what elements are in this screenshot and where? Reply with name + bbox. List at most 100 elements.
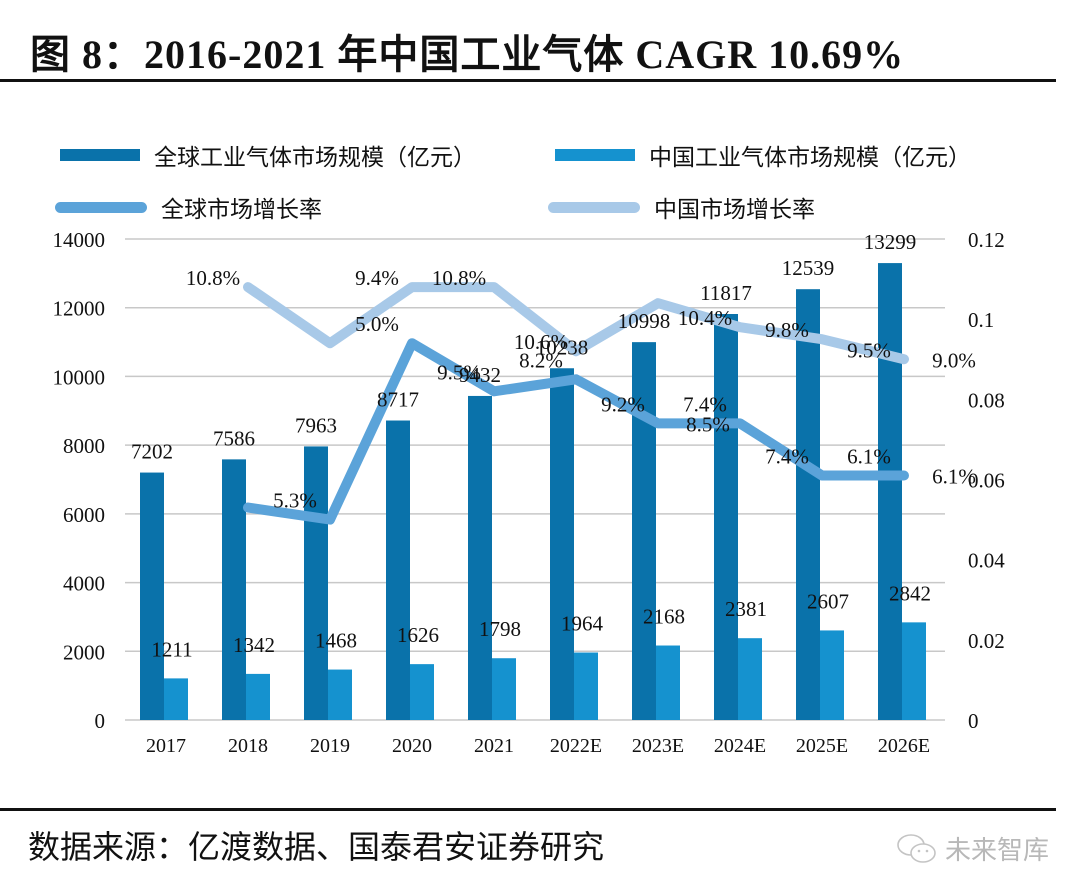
bar-china bbox=[492, 658, 516, 720]
bar-china bbox=[738, 638, 762, 720]
rate-label: 9.8% bbox=[765, 318, 809, 342]
y-left-tick-label: 12000 bbox=[53, 297, 106, 321]
bar-label-china: 2607 bbox=[807, 589, 849, 613]
left-axis-ticks: 0 2000 4000 6000 8000 10000 12000 14000 bbox=[53, 228, 106, 733]
bars bbox=[140, 263, 926, 720]
y-right-tick-label: 0.08 bbox=[968, 388, 1005, 412]
legend-label: 全球市场增长率 bbox=[161, 197, 322, 223]
bar-label-china: 1626 bbox=[397, 623, 439, 647]
rate-lines bbox=[243, 282, 909, 525]
rate-label: 5.3% bbox=[273, 489, 317, 513]
title-divider bbox=[0, 79, 1056, 82]
x-tick-label: 2022E bbox=[550, 735, 602, 757]
bar-label-global: 7586 bbox=[213, 426, 255, 450]
rate-label: 6.1% bbox=[932, 464, 976, 488]
bar-global bbox=[140, 472, 164, 720]
legend-label: 全球工业气体市场规模（亿元） bbox=[154, 145, 476, 171]
bar-global bbox=[386, 420, 410, 720]
rate-label: 9.5% bbox=[437, 360, 481, 384]
bar-global bbox=[550, 368, 574, 720]
y-left-tick-label: 2000 bbox=[63, 640, 105, 664]
footer-divider bbox=[0, 808, 1056, 811]
y-right-tick-label: 0.1 bbox=[968, 308, 994, 332]
bar-label-china: 1211 bbox=[151, 637, 192, 661]
legend-label: 中国工业气体市场规模（亿元） bbox=[649, 145, 971, 171]
bar-china bbox=[902, 622, 926, 720]
rate-label: 8.5% bbox=[686, 412, 730, 436]
x-tick-label: 2020 bbox=[392, 735, 432, 757]
y-right-tick-label: 0 bbox=[968, 709, 979, 733]
rate-label: 10.8% bbox=[432, 266, 486, 290]
legend-item-china-rate: 中国市场增长率 bbox=[548, 190, 815, 224]
rate-label: 9.2% bbox=[601, 392, 645, 416]
watermark-text: 未来智库 bbox=[945, 836, 1050, 866]
rate-label: 6.1% bbox=[847, 444, 891, 468]
bar-label-china: 2842 bbox=[889, 581, 931, 605]
bar-label-global: 10998 bbox=[618, 309, 671, 333]
legend-item-global-rate: 全球市场增长率 bbox=[55, 190, 322, 224]
y-left-tick-label: 4000 bbox=[63, 572, 105, 596]
bar-china bbox=[164, 678, 188, 720]
watermark: 未来智库 bbox=[895, 830, 1049, 867]
x-tick-label: 2018 bbox=[228, 735, 268, 757]
x-tick-label: 2017 bbox=[146, 735, 186, 757]
x-tick-label: 2026E bbox=[878, 735, 930, 757]
bar-global bbox=[878, 263, 902, 720]
data-labels: 7202 1211 7586 1342 7963 1468 8717 1626 9432 1798… bbox=[131, 230, 976, 661]
bar-label-china: 1964 bbox=[561, 612, 604, 636]
rate-label: 7.4% bbox=[683, 392, 727, 416]
line-global-rate bbox=[243, 338, 909, 525]
figure-title: 图 8：2016-2021 年中国工业气体 CAGR 10.69% bbox=[30, 32, 905, 77]
bar-label-global: 11817 bbox=[700, 281, 752, 305]
x-tick-label: 2021 bbox=[474, 735, 514, 757]
bar-china bbox=[574, 652, 598, 720]
legend-swatch-global-line bbox=[55, 201, 147, 213]
rate-label: 9.5% bbox=[847, 338, 891, 362]
bar-china bbox=[410, 664, 434, 720]
rate-label: 10.4% bbox=[678, 306, 732, 330]
bar-global bbox=[304, 446, 328, 720]
x-tick-label: 2025E bbox=[796, 735, 848, 757]
y-left-tick-label: 10000 bbox=[53, 365, 106, 389]
y-left-tick-label: 8000 bbox=[63, 434, 105, 458]
rate-label: 9.0% bbox=[932, 348, 976, 372]
bar-global bbox=[796, 289, 820, 720]
legend-label: 中国市场增长率 bbox=[654, 197, 815, 223]
legend-item-global-size: 全球工业气体市场规模（亿元） bbox=[60, 138, 476, 172]
y-right-tick-label: 0.02 bbox=[968, 629, 1005, 653]
bar-global bbox=[632, 342, 656, 720]
rate-label: 10.6% bbox=[514, 330, 568, 354]
bar-label-global: 12539 bbox=[782, 256, 835, 280]
right-axis-ticks: 0 0.02 0.04 0.06 0.08 0.1 0.12 bbox=[968, 228, 1005, 733]
rate-label: 5.0% bbox=[355, 312, 399, 336]
bar-label-global: 7963 bbox=[295, 413, 337, 437]
x-tick-label: 2023E bbox=[632, 735, 684, 757]
rate-label: 9.4% bbox=[355, 266, 399, 290]
x-axis-ticks: 2017 2018 2019 2020 2021 2022E 2023E 2024E 2025E… bbox=[146, 735, 930, 757]
rate-label: 7.4% bbox=[765, 444, 809, 468]
y-right-tick-label: 0.04 bbox=[968, 549, 1005, 573]
bar-label-china: 1468 bbox=[315, 629, 357, 653]
bar-global bbox=[222, 459, 246, 720]
combo-chart: 0 2000 4000 6000 8000 10000 12000 14000 0 0.02 0.… bbox=[53, 228, 1006, 757]
bar-label-global: 9432 bbox=[459, 363, 501, 387]
x-tick-label: 2019 bbox=[310, 735, 350, 757]
line-china-rate bbox=[243, 282, 909, 365]
bar-label-global: 10238 bbox=[536, 335, 589, 359]
y-right-tick-label: 0.06 bbox=[968, 469, 1005, 493]
legend-item-china-size: 中国工业气体市场规模（亿元） bbox=[555, 138, 971, 172]
bar-china bbox=[246, 673, 270, 720]
y-left-tick-label: 14000 bbox=[53, 228, 106, 252]
y-right-tick-label: 0.12 bbox=[968, 228, 1005, 252]
legend-swatch-global-bar bbox=[60, 149, 140, 161]
source-note: 数据来源：亿渡数据、国泰君安证券研究 bbox=[28, 828, 605, 866]
bar-label-china: 2168 bbox=[643, 605, 685, 629]
legend-swatch-china-bar bbox=[555, 149, 635, 161]
bar-china bbox=[328, 669, 352, 720]
wechat-icon bbox=[897, 833, 936, 863]
bar-label-china: 1342 bbox=[233, 633, 275, 657]
legend-swatch-china-line bbox=[548, 201, 640, 213]
y-left-tick-label: 0 bbox=[95, 709, 106, 733]
bar-label-china: 1798 bbox=[479, 617, 521, 641]
rate-label: 10.8% bbox=[186, 266, 240, 290]
